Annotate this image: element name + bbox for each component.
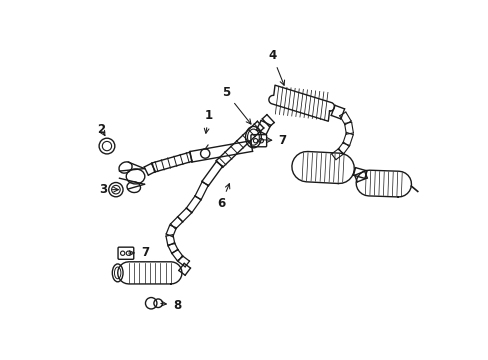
Text: 4: 4 (268, 49, 284, 85)
Text: 1: 1 (204, 109, 212, 133)
Text: 3: 3 (99, 183, 118, 196)
Text: 7: 7 (261, 134, 286, 147)
Text: 6: 6 (217, 184, 229, 210)
Text: 7: 7 (128, 246, 149, 259)
Text: 5: 5 (222, 86, 250, 124)
Text: 2: 2 (97, 123, 105, 136)
Text: 8: 8 (161, 298, 181, 311)
